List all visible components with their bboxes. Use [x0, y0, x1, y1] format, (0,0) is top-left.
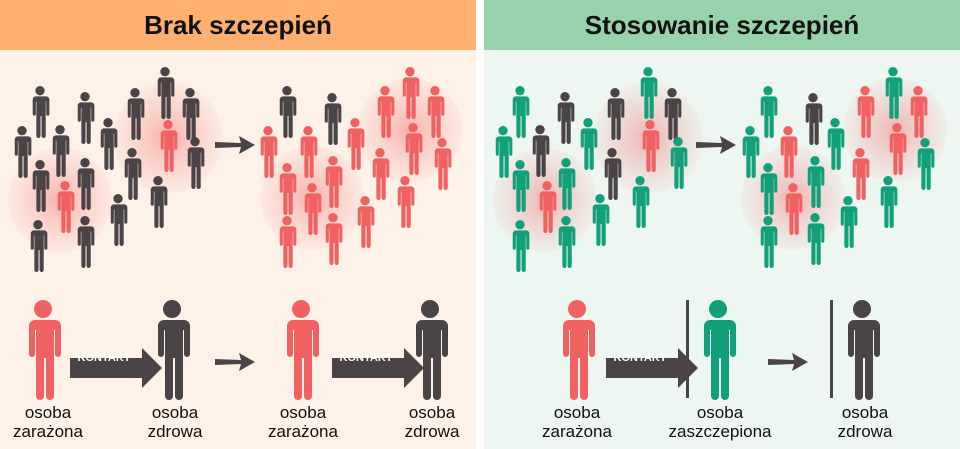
healthy-person-icon	[416, 300, 448, 400]
contact-label: KONTAKT	[614, 352, 667, 364]
contact-arrow-icon	[606, 348, 698, 388]
arrow-icon	[768, 353, 808, 371]
healthy-person-icon	[110, 194, 128, 246]
healthy-person-icon	[32, 86, 50, 138]
contact-label: KONTAKT	[340, 352, 393, 364]
contact-label: KONTAKT	[78, 352, 131, 364]
arrow-icon	[215, 136, 255, 154]
arrow-icon	[215, 353, 255, 371]
infected-person-icon	[563, 300, 595, 400]
healthy-person-icon	[848, 300, 880, 400]
arrow-icon	[696, 136, 736, 154]
healthy-person-icon	[557, 92, 575, 144]
healthy-person-icon	[77, 92, 95, 144]
contact-arrow-icon	[70, 348, 162, 388]
label-infected: osoba zarażona	[542, 403, 612, 441]
healthy-person-icon	[158, 300, 190, 400]
panel-title: Brak szczepień	[0, 0, 476, 50]
label-healthy: osoba zdrowa	[837, 403, 893, 441]
infected-person-icon	[287, 300, 319, 400]
healthy-person-icon	[324, 93, 342, 145]
label-infected: osoba zarażona	[13, 403, 83, 441]
barrier-line	[686, 300, 689, 398]
contact-arrow-icon	[332, 348, 424, 388]
label-infected: osoba zarażona	[268, 403, 338, 441]
barrier-line	[830, 300, 833, 398]
vaccinated-person-icon	[760, 86, 778, 138]
label-healthy: osoba zdrowa	[147, 403, 203, 441]
label-healthy: osoba zdrowa	[404, 403, 460, 441]
healthy-person-icon	[805, 93, 823, 145]
panel-vaccination: Stosowanie szczepień	[484, 0, 960, 449]
infected-person-icon	[29, 300, 61, 400]
vaccinated-person-icon	[704, 300, 736, 400]
vaccinated-person-icon	[512, 86, 530, 138]
infected-person-icon	[397, 176, 415, 228]
healthy-person-icon	[279, 86, 297, 138]
panel-title: Stosowanie szczepień	[484, 0, 960, 50]
label-vaccinated: osoba zaszczepiona	[668, 403, 772, 441]
vaccinated-person-icon	[880, 176, 898, 228]
